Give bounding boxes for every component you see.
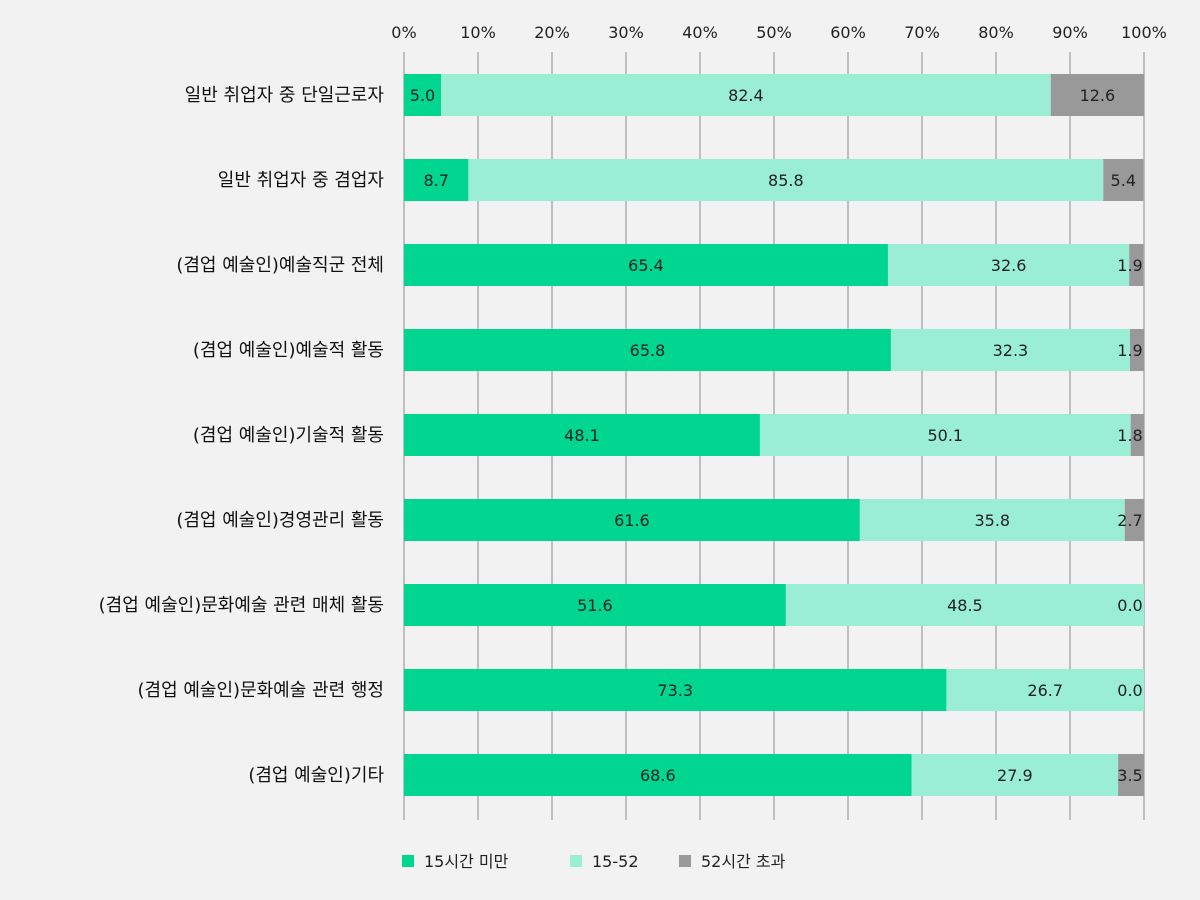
- data-label: 0.0: [1117, 596, 1142, 615]
- x-tick-label: 40%: [682, 23, 718, 42]
- bar-segment: [890, 329, 1130, 371]
- bar-segment: [404, 414, 760, 456]
- data-label: 3.5: [1117, 766, 1142, 785]
- x-tick-label: 0%: [391, 23, 416, 42]
- bar-segment: [946, 669, 1144, 711]
- bar-segment: [441, 74, 1051, 116]
- bar-segment: [1129, 329, 1144, 371]
- data-label: 48.1: [564, 426, 600, 445]
- category-label: (겸업 예술인)문화예술 관련 행정: [138, 680, 385, 701]
- x-axis-ticks: 0% 10% 20% 30% 40% 50% 60% 70% 80% 90% 100%: [391, 23, 1167, 42]
- category-label: (겸업 예술인)기술적 활동: [193, 425, 384, 446]
- bar-segment: [1050, 74, 1144, 116]
- data-label: 1.8: [1117, 426, 1142, 445]
- data-label: 12.6: [1080, 86, 1116, 105]
- bar-segment: [785, 584, 1144, 626]
- data-label: 82.4: [728, 86, 764, 105]
- bar-segment: [404, 754, 912, 796]
- bar-segment: [404, 244, 888, 286]
- data-label: 1.9: [1117, 341, 1142, 360]
- category-label: (겸업 예술인)경영관리 활동: [176, 510, 384, 531]
- data-label: 50.1: [927, 426, 963, 445]
- bar-segment: [404, 499, 860, 541]
- bar-segment: [1124, 499, 1144, 541]
- data-label: 5.4: [1111, 171, 1136, 190]
- bar-segment: [468, 159, 1104, 201]
- data-label: 32.3: [993, 341, 1029, 360]
- bar-segment: [911, 754, 1119, 796]
- category-label: (겸업 예술인)예술직군 전체: [176, 255, 384, 276]
- bar-segment: [404, 584, 786, 626]
- x-tick-label: 90%: [1052, 23, 1088, 42]
- x-tick-label: 10%: [460, 23, 496, 42]
- bars: 5.0 82.4 12.6 8.7 85.8 5.4 65.4 32.6 1.9 65.8 32.3…: [404, 74, 1144, 796]
- x-tick-label: 100%: [1121, 23, 1167, 42]
- category-label: (겸업 예술인)문화예술 관련 매체 활동: [99, 595, 384, 616]
- legend-label: 15시간 미만: [424, 852, 509, 871]
- legend-label: 15-52: [592, 852, 639, 871]
- data-label: 5.0: [410, 86, 435, 105]
- legend-swatch: [679, 855, 691, 867]
- bar-segment: [404, 159, 469, 201]
- bar-segment: [404, 74, 441, 116]
- data-label: 2.7: [1117, 511, 1142, 530]
- x-tick-label: 50%: [756, 23, 792, 42]
- bar-segment: [404, 669, 947, 711]
- bar-segment: [404, 329, 891, 371]
- x-tick-label: 30%: [608, 23, 644, 42]
- legend-swatch: [402, 855, 414, 867]
- data-label: 68.6: [640, 766, 676, 785]
- data-label: 35.8: [974, 511, 1010, 530]
- data-label: 61.6: [614, 511, 650, 530]
- data-label: 27.9: [997, 766, 1033, 785]
- legend-swatch: [570, 855, 582, 867]
- bar-segment: [1118, 754, 1144, 796]
- data-label: 0.0: [1117, 681, 1142, 700]
- data-label: 8.7: [423, 171, 448, 190]
- data-label: 48.5: [947, 596, 983, 615]
- category-label: (겸업 예술인)기타: [248, 765, 384, 786]
- bar-segment: [1130, 414, 1144, 456]
- data-label: 65.4: [628, 256, 664, 275]
- data-label: 1.9: [1117, 256, 1142, 275]
- data-label: 65.8: [630, 341, 666, 360]
- data-label: 73.3: [657, 681, 693, 700]
- bar-segment: [1103, 159, 1144, 201]
- x-tick-label: 20%: [534, 23, 570, 42]
- data-label: 32.6: [991, 256, 1027, 275]
- category-label: 일반 취업자 중 겸업자: [218, 170, 385, 191]
- bar-segment: [859, 499, 1125, 541]
- category-label: (겸업 예술인)예술적 활동: [193, 340, 384, 361]
- data-label: 51.6: [577, 596, 613, 615]
- bar-segment: [759, 414, 1131, 456]
- data-label: 85.8: [768, 171, 804, 190]
- bar-segment: [887, 244, 1130, 286]
- x-tick-label: 70%: [904, 23, 940, 42]
- x-tick-label: 60%: [830, 23, 866, 42]
- bar-segment: [1129, 244, 1144, 286]
- x-tick-label: 80%: [978, 23, 1014, 42]
- legend: 15시간 미만 15-52 52시간 초과: [402, 852, 786, 871]
- category-label: 일반 취업자 중 단일근로자: [185, 85, 385, 106]
- data-label: 26.7: [1027, 681, 1063, 700]
- legend-label: 52시간 초과: [701, 852, 786, 871]
